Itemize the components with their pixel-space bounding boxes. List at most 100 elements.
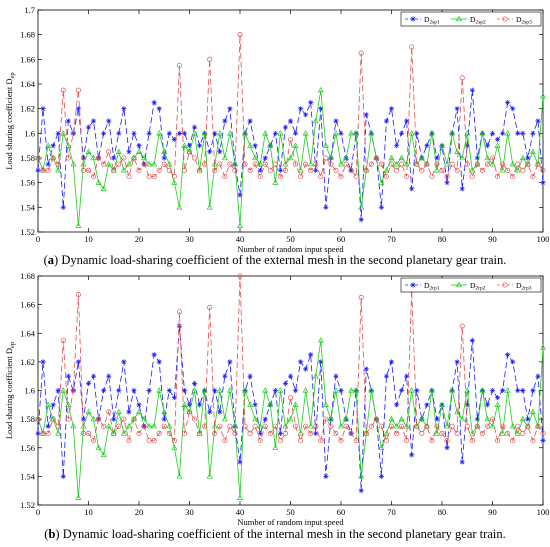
- legend-marker: [456, 281, 462, 288]
- data-point: [272, 161, 278, 167]
- data-point: [242, 387, 249, 393]
- data-point: [439, 430, 445, 436]
- data-point: [207, 56, 213, 62]
- data-point: [505, 352, 511, 358]
- data-point: [439, 167, 445, 173]
- data-point: [237, 222, 243, 228]
- data-point: [444, 173, 450, 180]
- data-point: [111, 430, 117, 436]
- data-point: [494, 173, 501, 180]
- caption-a-letter: a: [47, 253, 55, 267]
- data-point: [414, 130, 420, 136]
- data-point: [434, 416, 440, 422]
- data-point: [207, 149, 213, 155]
- data-point: [125, 422, 132, 429]
- series-D2rp3: [35, 273, 546, 444]
- caption-a-text: Dynamic load-sharing coefficient of the …: [58, 253, 507, 267]
- data-point: [277, 387, 284, 393]
- data-point: [121, 416, 127, 422]
- data-point: [454, 106, 460, 112]
- x-tick-label: 70: [387, 234, 396, 244]
- data-point: [96, 416, 102, 422]
- data-point: [399, 423, 405, 429]
- data-point: [469, 167, 476, 173]
- x-tick-label: 90: [488, 234, 497, 244]
- series-D2rp2: [35, 337, 546, 500]
- data-point: [399, 161, 405, 167]
- data-point: [459, 75, 465, 81]
- data-point: [181, 387, 188, 394]
- data-point: [221, 154, 228, 161]
- data-point: [211, 160, 218, 167]
- data-point: [75, 359, 81, 365]
- data-point: [322, 401, 329, 407]
- data-point: [252, 161, 258, 167]
- data-point: [393, 402, 400, 408]
- data-point: [464, 161, 470, 167]
- data-point: [423, 422, 430, 429]
- data-point: [292, 142, 299, 148]
- data-point: [70, 160, 77, 167]
- data-point: [404, 438, 410, 444]
- data-point: [500, 387, 506, 394]
- data-point: [308, 352, 314, 358]
- data-point: [474, 161, 480, 167]
- data-point: [540, 430, 546, 436]
- data-point: [313, 430, 319, 437]
- data-point: [242, 423, 248, 429]
- data-point: [176, 204, 183, 210]
- data-point: [434, 155, 440, 161]
- data-point: [75, 494, 82, 500]
- data-point: [171, 444, 178, 450]
- data-point: [262, 130, 269, 136]
- data-point: [237, 192, 243, 198]
- y-tick-label: 1.54: [20, 202, 36, 212]
- data-point: [327, 154, 334, 161]
- y-tick-label: 1.56: [20, 443, 35, 453]
- data-point: [303, 423, 309, 429]
- data-point: [151, 173, 157, 180]
- data-point: [378, 444, 385, 450]
- data-point: [373, 415, 380, 422]
- data-point: [35, 154, 41, 161]
- data-point: [191, 380, 198, 386]
- data-point: [227, 423, 233, 429]
- data-point: [409, 44, 415, 50]
- data-point: [298, 438, 304, 444]
- data-point: [383, 438, 390, 444]
- series-D2rp1: [35, 323, 546, 494]
- data-point: [318, 173, 324, 180]
- data-point: [323, 204, 329, 210]
- data-point: [130, 154, 137, 161]
- data-point: [469, 438, 475, 444]
- data-point: [141, 161, 147, 167]
- data-point: [418, 154, 425, 161]
- data-point: [292, 161, 299, 167]
- data-point: [100, 185, 107, 191]
- y-tick-label: 1.62: [20, 357, 35, 367]
- y-tick-label: 1.64: [20, 328, 36, 338]
- data-point: [136, 148, 142, 154]
- data-point: [298, 106, 304, 112]
- x-axis-label: Number of random input speed: [237, 244, 344, 254]
- data-point: [308, 99, 314, 106]
- data-point: [50, 402, 56, 408]
- data-point: [338, 422, 344, 429]
- data-point: [358, 294, 364, 301]
- data-point: [423, 160, 430, 167]
- x-tick-label: 100: [537, 234, 550, 244]
- y-tick-label: 1.52: [20, 227, 35, 237]
- data-point: [197, 167, 203, 173]
- data-point: [217, 161, 223, 167]
- x-axis-label: Number of random input speed: [237, 517, 344, 527]
- data-point: [146, 173, 152, 180]
- data-point: [277, 130, 284, 136]
- data-point: [166, 430, 172, 436]
- data-point: [171, 179, 178, 185]
- data-point: [444, 422, 451, 429]
- data-point: [338, 387, 344, 394]
- data-point: [212, 130, 218, 136]
- data-point: [312, 117, 319, 124]
- data-point: [161, 423, 167, 429]
